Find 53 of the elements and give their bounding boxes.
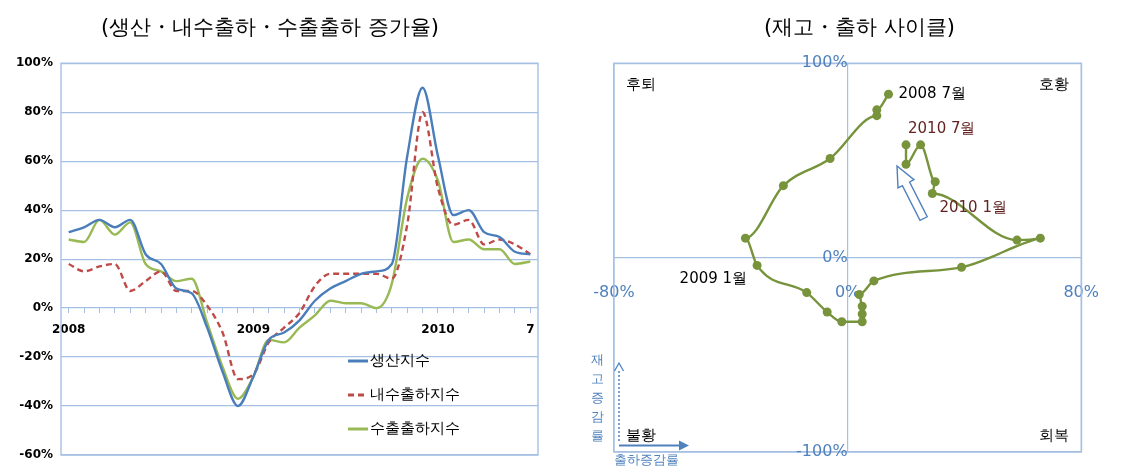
point xyxy=(901,140,911,150)
point xyxy=(802,288,812,298)
point xyxy=(883,89,893,99)
y-tick-label: -20% xyxy=(19,349,53,364)
y-tick-label: 60% xyxy=(24,153,53,168)
point xyxy=(869,276,879,286)
annotation: 2010 7월 xyxy=(908,118,976,137)
point xyxy=(822,307,832,317)
annotation: 호황 xyxy=(1039,75,1070,94)
point xyxy=(778,181,788,191)
point xyxy=(857,301,867,311)
point xyxy=(857,317,867,327)
point xyxy=(857,309,867,319)
point xyxy=(901,159,911,169)
point xyxy=(752,260,762,270)
y-tick-label: 100% xyxy=(15,55,53,70)
x-tick-label: 2010 xyxy=(421,322,455,337)
y-tick-label: -100% xyxy=(796,441,848,461)
y-tick-label: 100% xyxy=(801,52,848,72)
point xyxy=(927,188,937,198)
annotation: 불황 xyxy=(626,425,656,444)
point xyxy=(825,153,835,163)
point xyxy=(872,111,882,121)
annotation: 후퇴 xyxy=(626,75,656,94)
x-tick-label: 2009 xyxy=(236,322,271,337)
chart-title: (생산・내수출하・수출출하 증가율) xyxy=(100,15,440,40)
chart-title: (재고・출하 사이클) xyxy=(763,15,956,40)
x-tick-label: 2008 xyxy=(51,322,86,337)
point xyxy=(930,177,940,187)
y-tick-label: 20% xyxy=(24,251,53,266)
legend-label: 내수출하지수 xyxy=(370,384,460,403)
x-tick-label: 7 xyxy=(526,322,535,337)
x-tick-label: 80% xyxy=(1063,282,1099,302)
x-axis-title: 출하증감률 xyxy=(614,451,679,469)
y-tick-label: 0% xyxy=(822,246,848,266)
y-tick-label: 80% xyxy=(24,104,53,119)
annotation: 2008 7월 xyxy=(898,84,966,103)
point xyxy=(1012,235,1022,245)
annotation: 회복 xyxy=(1039,425,1070,444)
legend-label: 생산지수 xyxy=(370,350,430,369)
y-axis-title: 재고증감률 xyxy=(590,351,604,445)
point xyxy=(837,317,847,327)
point xyxy=(956,262,966,272)
y-tick-label: -40% xyxy=(19,398,53,413)
x-tick-label: -80% xyxy=(593,282,635,302)
legend-label: 수출출하지수 xyxy=(370,418,460,437)
point xyxy=(740,233,750,243)
annotation: 2009 1월 xyxy=(679,269,748,288)
y-tick-label: -60% xyxy=(19,447,53,462)
y-tick-label: 0% xyxy=(32,300,53,315)
point xyxy=(916,140,926,150)
y-tick-label: 40% xyxy=(24,202,53,217)
point xyxy=(1035,233,1045,243)
